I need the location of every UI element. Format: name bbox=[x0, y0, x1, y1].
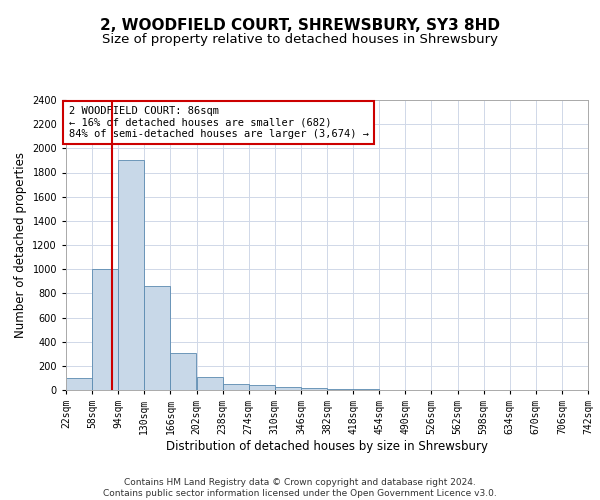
Bar bbox=[301, 388, 327, 390]
Bar bbox=[275, 387, 301, 390]
Bar bbox=[197, 376, 223, 390]
Text: 2 WOODFIELD COURT: 86sqm
← 16% of detached houses are smaller (682)
84% of semi-: 2 WOODFIELD COURT: 86sqm ← 16% of detach… bbox=[68, 106, 368, 139]
Y-axis label: Number of detached properties: Number of detached properties bbox=[14, 152, 26, 338]
Bar bbox=[118, 160, 144, 390]
Bar bbox=[327, 389, 353, 390]
Bar bbox=[170, 352, 196, 390]
Bar bbox=[249, 385, 275, 390]
Text: Size of property relative to detached houses in Shrewsbury: Size of property relative to detached ho… bbox=[102, 32, 498, 46]
X-axis label: Distribution of detached houses by size in Shrewsbury: Distribution of detached houses by size … bbox=[166, 440, 488, 453]
Text: 2, WOODFIELD COURT, SHREWSBURY, SY3 8HD: 2, WOODFIELD COURT, SHREWSBURY, SY3 8HD bbox=[100, 18, 500, 32]
Bar bbox=[92, 269, 118, 390]
Bar bbox=[223, 384, 248, 390]
Text: Contains HM Land Registry data © Crown copyright and database right 2024.
Contai: Contains HM Land Registry data © Crown c… bbox=[103, 478, 497, 498]
Bar bbox=[145, 286, 170, 390]
Bar bbox=[66, 378, 92, 390]
